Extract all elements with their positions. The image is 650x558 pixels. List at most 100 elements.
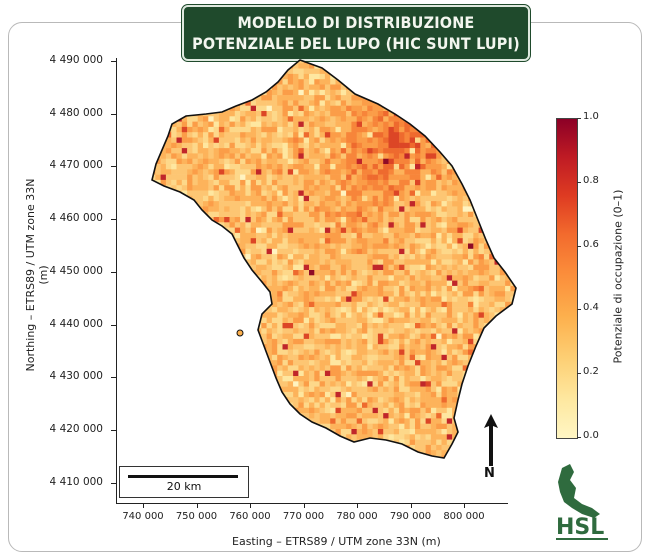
raster-cell [187, 402, 193, 409]
raster-cell [367, 153, 373, 159]
raster-cell [197, 376, 204, 382]
raster-cell [478, 402, 485, 409]
raster-cell [256, 402, 262, 409]
raster-cell [234, 201, 241, 207]
raster-cell [499, 211, 506, 218]
raster-cell [314, 116, 320, 122]
raster-cell [483, 285, 490, 292]
raster-cell [372, 259, 379, 265]
raster-cell [218, 370, 225, 377]
raster-cell [203, 365, 209, 371]
raster-cell [505, 158, 511, 165]
raster-cell [425, 323, 432, 329]
raster-cell [197, 391, 204, 398]
raster-cell [165, 232, 172, 239]
raster-cell [340, 307, 347, 313]
raster-cell [446, 317, 453, 324]
raster-cell [452, 84, 458, 91]
raster-cell [473, 285, 479, 292]
raster-cell [356, 116, 363, 122]
raster-cell [468, 100, 474, 106]
raster-cell [505, 391, 511, 398]
raster-cell [399, 397, 405, 403]
raster-cell [393, 323, 400, 329]
raster-cell [335, 169, 342, 175]
raster-cell [372, 323, 379, 329]
raster-cell [245, 248, 251, 255]
raster-cell [346, 349, 352, 356]
raster-cell [505, 195, 511, 202]
raster-cell [399, 243, 405, 250]
raster-cell [346, 423, 352, 430]
raster-cell [171, 169, 177, 175]
raster-cell [362, 338, 368, 345]
raster-cell [404, 60, 410, 64]
raster-cell [160, 60, 167, 64]
raster-cell [388, 381, 395, 387]
raster-cell [420, 100, 426, 106]
raster-cell [510, 407, 516, 414]
raster-cell [171, 407, 177, 414]
raster-cell [287, 217, 294, 223]
raster-cell [351, 381, 357, 387]
raster-cell [266, 211, 273, 218]
raster-cell [351, 413, 357, 419]
raster-cell [319, 60, 326, 64]
raster-cell [430, 418, 437, 424]
raster-cell [510, 264, 516, 271]
raster-cell [181, 179, 188, 186]
raster-cell [399, 84, 405, 91]
raster-cell [340, 365, 347, 371]
raster-cell [420, 285, 426, 292]
raster-cell [473, 179, 479, 186]
raster-cell [277, 397, 283, 403]
raster-cell [462, 222, 469, 228]
raster-cell [208, 227, 214, 234]
raster-cell [515, 201, 516, 207]
raster-cell [356, 148, 363, 154]
raster-cell [256, 381, 262, 387]
raster-cell [303, 111, 310, 117]
raster-cell [330, 89, 336, 96]
raster-cell [430, 201, 437, 207]
raster-cell [192, 169, 198, 175]
raster-cell [261, 354, 267, 361]
raster-cell [510, 185, 516, 191]
raster-cell [240, 312, 246, 318]
raster-cell [155, 201, 161, 207]
raster-cell [346, 148, 352, 154]
raster-cell [213, 126, 220, 133]
raster-cell [261, 296, 267, 303]
raster-cell [409, 158, 416, 165]
raster-cell [330, 349, 336, 356]
raster-cell [181, 84, 188, 91]
raster-cell [256, 142, 262, 149]
raster-cell [203, 413, 209, 419]
raster-cell [399, 312, 405, 318]
raster-cell [372, 301, 379, 308]
raster-cell [377, 291, 384, 297]
raster-cell [187, 270, 193, 276]
raster-cell [155, 105, 161, 112]
raster-cell [483, 344, 490, 350]
raster-cell [457, 407, 463, 414]
raster-cell [446, 418, 453, 424]
raster-cell [515, 137, 516, 144]
raster-cell [266, 243, 273, 250]
raster-cell [409, 116, 416, 122]
raster-cell [171, 349, 177, 356]
raster-cell [213, 386, 220, 393]
raster-cell [176, 185, 183, 191]
raster-cell [229, 211, 236, 218]
raster-cell [240, 386, 246, 393]
raster-cell [393, 148, 400, 154]
raster-cell [441, 365, 448, 371]
raster-cell [462, 73, 469, 80]
raster-cell [298, 137, 304, 144]
raster-cell [293, 323, 299, 329]
raster-cell [165, 360, 172, 366]
raster-cell [356, 95, 363, 101]
raster-cell [468, 328, 474, 334]
raster-cell [192, 158, 198, 165]
raster-cell [346, 344, 352, 350]
